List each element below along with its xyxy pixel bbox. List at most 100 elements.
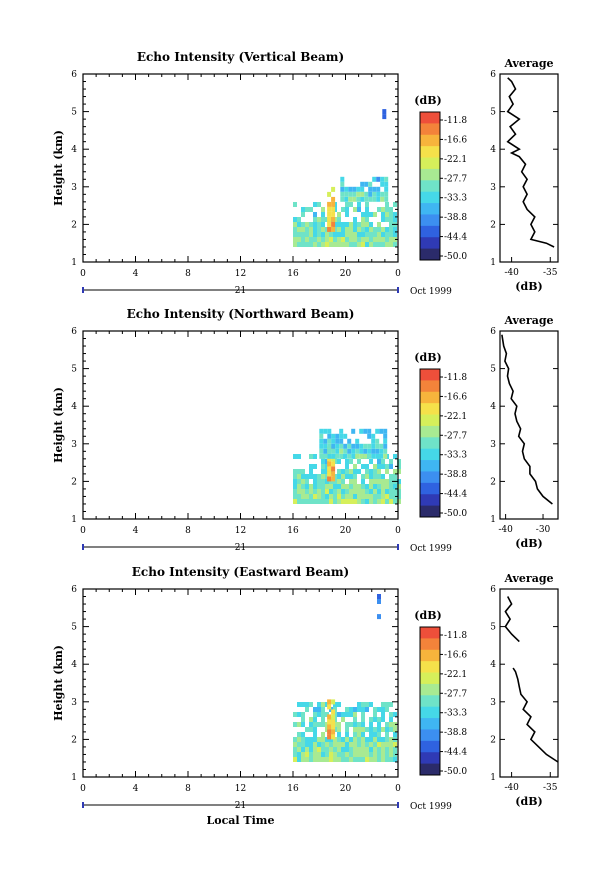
echo-cell xyxy=(329,737,333,742)
colorbar-tick-label: -44.4 xyxy=(444,748,467,758)
echo-cell xyxy=(397,499,401,504)
echo-cell xyxy=(333,747,337,752)
echo-cell xyxy=(385,499,389,504)
echo-cell xyxy=(331,186,336,192)
echo-cell xyxy=(389,464,393,469)
echo-cell xyxy=(369,742,373,747)
echo-cell xyxy=(397,459,401,464)
colorbar-tick-label: -33.3 xyxy=(444,451,467,461)
colorbar-swatch xyxy=(420,649,440,662)
average-y-tick-label: 4 xyxy=(490,660,496,670)
colorbar-swatch xyxy=(420,203,440,215)
echo-cell xyxy=(319,433,324,439)
echo-cell xyxy=(293,217,297,222)
echo-cell xyxy=(365,707,369,712)
echo-cell xyxy=(341,469,345,474)
echo-cell xyxy=(321,499,325,504)
echo-cell xyxy=(376,191,381,197)
colorbar-swatch xyxy=(420,380,440,393)
echo-cell xyxy=(333,499,337,504)
echo-region xyxy=(319,428,388,459)
echo-cell xyxy=(369,732,373,737)
echo-cell xyxy=(297,237,301,242)
echo-cell xyxy=(359,428,364,434)
echo-cell xyxy=(371,433,376,439)
echo-cell xyxy=(353,227,357,232)
echo-cell xyxy=(337,722,341,727)
echo-cell xyxy=(337,217,341,222)
echo-cell xyxy=(333,242,337,247)
colorbar-title: (dB) xyxy=(414,94,441,107)
echo-cell xyxy=(337,469,341,474)
echo-cell xyxy=(385,727,389,732)
echo-cell xyxy=(363,453,368,459)
echo-region xyxy=(377,614,381,620)
echo-cell xyxy=(349,469,353,474)
average-y-tick-label: 3 xyxy=(490,698,496,708)
colorbar-swatch xyxy=(420,672,440,685)
echo-cell xyxy=(397,464,401,469)
echo-cell xyxy=(381,494,385,499)
echo-cell xyxy=(385,217,389,222)
echo-cell xyxy=(375,438,380,444)
colorbar-tick-label: -16.6 xyxy=(444,650,467,660)
x-tick-label: 16 xyxy=(287,269,299,279)
x-axis-label: Local Time xyxy=(207,814,275,827)
echo-cell xyxy=(345,727,349,732)
echo-cell xyxy=(357,722,361,727)
echo-cell xyxy=(305,707,309,712)
echo-cell xyxy=(393,742,397,747)
echo-cell xyxy=(369,494,373,499)
echo-cell xyxy=(301,757,305,762)
echo-cell xyxy=(309,232,313,237)
echo-cell xyxy=(389,712,393,717)
echo-cell xyxy=(348,196,353,202)
echo-cell xyxy=(333,742,337,747)
echo-cell xyxy=(347,438,352,444)
echo-cell xyxy=(329,232,333,237)
echo-region xyxy=(382,109,387,120)
echo-cell xyxy=(359,453,364,459)
echo-cell xyxy=(325,237,329,242)
echo-cell xyxy=(293,237,297,242)
echo-cell xyxy=(373,479,377,484)
echo-cell xyxy=(385,202,389,207)
echo-cell xyxy=(353,494,357,499)
echo-cell xyxy=(353,722,357,727)
echo-cell xyxy=(329,489,333,494)
echo-cell xyxy=(389,489,393,494)
echo-cell xyxy=(393,202,397,207)
echo-cell xyxy=(297,217,301,222)
average-x-tick-label: -35 xyxy=(543,268,558,278)
average-y-tick-label: 2 xyxy=(490,220,496,230)
echo-cell xyxy=(361,479,365,484)
echo-cell xyxy=(309,737,313,742)
echo-cell xyxy=(349,459,353,464)
echo-cell xyxy=(341,207,345,212)
echo-cell xyxy=(297,499,301,504)
echo-cell xyxy=(353,712,357,717)
echo-cell xyxy=(373,752,377,757)
colorbar-swatch xyxy=(420,638,440,651)
echo-cell xyxy=(319,443,324,449)
echo-cell xyxy=(385,227,389,232)
echo-cell xyxy=(333,494,337,499)
echo-cell xyxy=(377,747,381,752)
echo-cell xyxy=(337,737,341,742)
echo-cell xyxy=(333,757,337,762)
echo-cell xyxy=(356,191,361,197)
echo-cell xyxy=(335,443,340,449)
echo-cell xyxy=(313,757,317,762)
echo-cell xyxy=(357,702,361,707)
echo-cell xyxy=(368,196,373,202)
echo-cell xyxy=(397,484,401,489)
echo-cell xyxy=(331,734,336,740)
echo-cell xyxy=(321,732,325,737)
echo-cell xyxy=(377,222,381,227)
echo-cell xyxy=(355,448,360,454)
echo-cell xyxy=(325,484,329,489)
echo-cell xyxy=(348,186,353,192)
echo-cell xyxy=(309,494,313,499)
echo-cell xyxy=(361,217,365,222)
echo-cell xyxy=(373,227,377,232)
